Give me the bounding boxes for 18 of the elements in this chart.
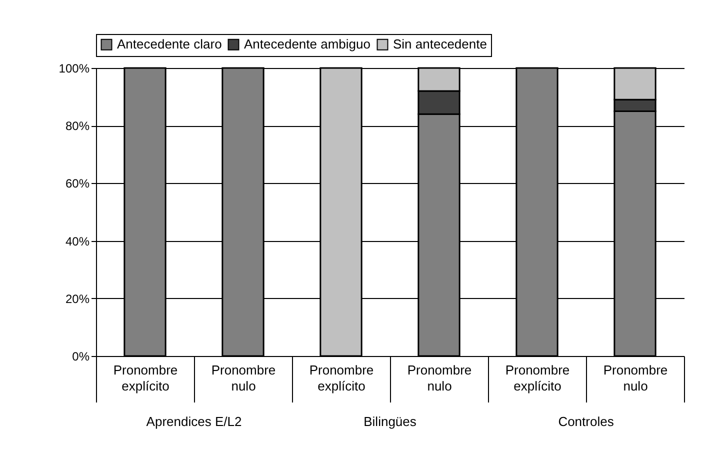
legend-label: Sin antecedente [393, 36, 487, 52]
x-tick-label: Pronombre explícito [309, 362, 374, 394]
legend-label: Antecedente ambiguo [244, 36, 370, 52]
x-tick-label: Pronombre explícito [505, 362, 570, 394]
y-tick-label: 40% [65, 234, 90, 248]
legend-label: Antecedente claro [117, 36, 222, 52]
y-tick-label: 0% [72, 350, 90, 364]
text: Controles [558, 414, 614, 429]
y-tick-label: 20% [65, 292, 90, 306]
x-tick-label: Pronombre nulo [407, 362, 472, 394]
y-tick-label: 60% [65, 176, 90, 191]
y-tick-label: 80% [65, 119, 90, 134]
x-tick-label: Pronombre explícito [113, 362, 178, 394]
x-tick-label: Pronombre nulo [211, 362, 276, 394]
x-tick-label: Pronombre nulo [603, 362, 668, 394]
y-tick-label: 100% [58, 62, 90, 76]
text: Bilingües [364, 414, 417, 429]
text: Aprendices E/L2 [146, 414, 242, 429]
